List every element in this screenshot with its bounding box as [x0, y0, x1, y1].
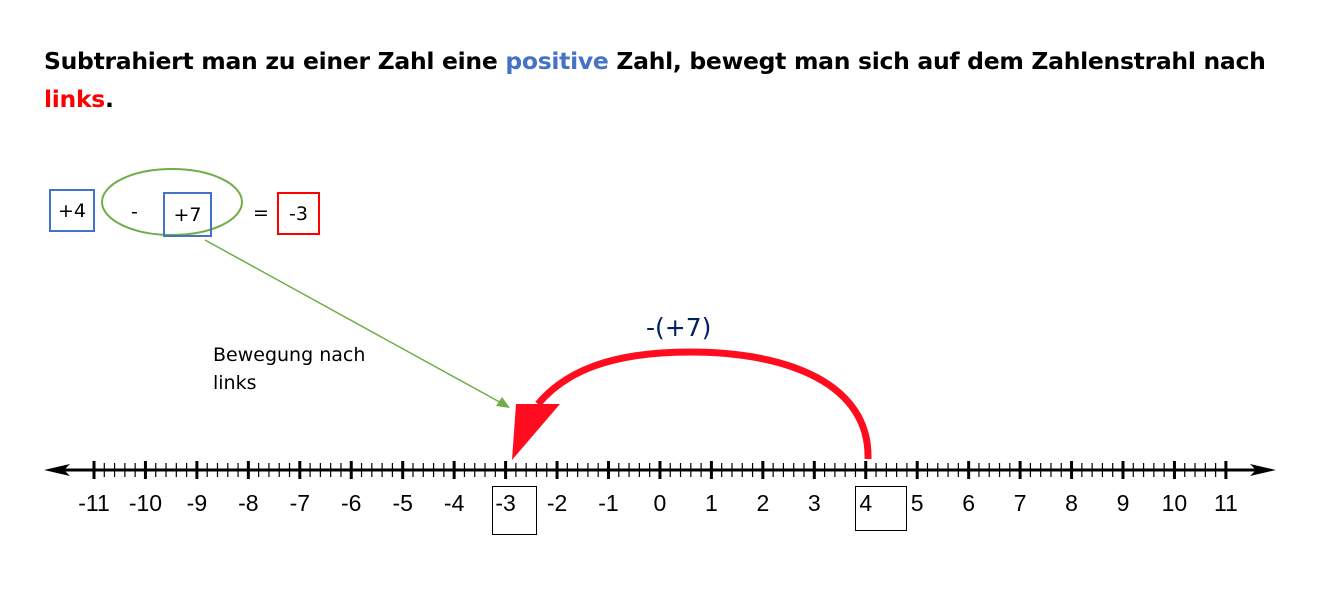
tick-label: 9: [1116, 490, 1130, 516]
annotation-arrowhead: [496, 397, 510, 408]
annotation-arrow-line: [204, 239, 506, 406]
heading-text: Subtrahiert man zu einer Zahl eine: [44, 47, 506, 75]
heading-text: .: [104, 85, 114, 113]
left-arrowhead: [44, 464, 70, 476]
result-box: -3: [277, 192, 320, 235]
tick-label: -2: [546, 490, 568, 516]
tick-label: -11: [78, 490, 110, 516]
tick-label: 3: [807, 490, 821, 516]
heading-highlight-links: links: [44, 85, 105, 113]
tick-label: -9: [186, 490, 208, 516]
tick-label: -7: [289, 490, 311, 516]
tick-label: 5: [910, 490, 924, 516]
minus-operator: -: [131, 201, 138, 223]
tick-label: -1: [598, 490, 619, 516]
tick-label: 4: [859, 490, 873, 516]
first-number-box: +4: [49, 189, 95, 232]
tick-label: 11: [1213, 490, 1238, 516]
tick-label: 1: [704, 490, 718, 516]
right-arrowhead: [1250, 464, 1276, 476]
tick-label: 0: [653, 490, 667, 516]
end-marker-box: [492, 486, 537, 535]
number-line: [44, 461, 1276, 479]
start-marker-box: [855, 486, 907, 531]
tick-label: -8: [238, 490, 259, 516]
equals-sign: =: [253, 202, 269, 224]
tick-label: 10: [1161, 490, 1188, 516]
heading: Subtrahiert man zu einer Zahl eine posit…: [44, 42, 1314, 118]
tick-label: 8: [1065, 490, 1078, 516]
tick-label: 2: [756, 490, 770, 516]
tick-label: -5: [392, 490, 413, 516]
annotation-text: Bewegung nach links: [213, 344, 366, 394]
jump-arc: [535, 348, 872, 460]
tick-label: -3: [495, 490, 516, 516]
tick-label: 6: [962, 490, 976, 516]
tick-label: -10: [128, 490, 163, 516]
second-number-box: +7: [163, 192, 212, 237]
tick-label: -6: [341, 490, 362, 516]
tick-label: 7: [1013, 490, 1027, 516]
tick-label: -4: [443, 490, 465, 516]
heading-text: Zahl, bewegt man sich auf dem Zahlenstra…: [608, 47, 1266, 75]
jump-arrowhead: [512, 404, 560, 460]
jump-label: -(+7): [646, 313, 712, 342]
heading-highlight-positive: positive: [505, 47, 609, 75]
